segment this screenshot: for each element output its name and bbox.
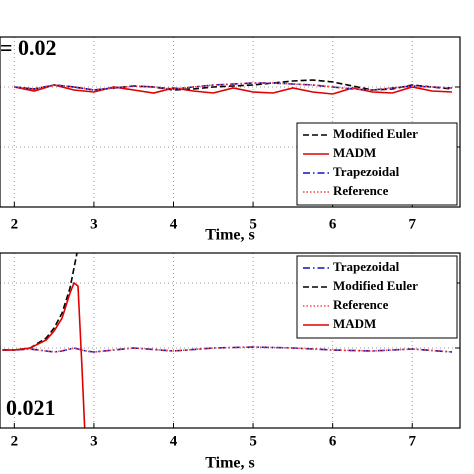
- annotation: = 0.02: [0, 35, 57, 60]
- series-line: [14, 82, 453, 91]
- x-axis-label: Time, s: [205, 455, 254, 472]
- legend-label: MADM: [333, 145, 376, 160]
- x-tick-label: 3: [90, 216, 98, 232]
- series-line: [2, 346, 453, 353]
- legend-box: [296, 122, 458, 206]
- legend-label: Modified Euler: [333, 278, 418, 293]
- series-group: [14, 79, 453, 95]
- legend-label: MADM: [333, 316, 376, 331]
- x-tick-label: 2: [11, 216, 19, 232]
- x-tick-label: 2: [11, 433, 19, 449]
- series-line: [2, 253, 78, 351]
- x-tick-label: 7: [408, 216, 416, 232]
- legend-label: Reference: [333, 183, 389, 198]
- x-tick-label: 3: [90, 433, 98, 449]
- axes-frame: [0, 36, 461, 208]
- x-tick-label: 4: [170, 433, 178, 449]
- series-line: [2, 281, 86, 428]
- legend-label: Trapezoidal: [333, 164, 400, 179]
- x-axis-label: Time, s: [205, 227, 254, 244]
- x-tick-label: 5: [249, 433, 257, 449]
- series-line: [14, 84, 453, 95]
- annotation: 0.021: [6, 395, 56, 420]
- legend-label: Trapezoidal: [333, 259, 400, 274]
- axes-frame: [0, 252, 461, 429]
- x-tick-label: 5: [249, 216, 257, 232]
- series-group: [2, 253, 453, 428]
- legend-label: Modified Euler: [333, 126, 418, 141]
- legend-label: Reference: [333, 297, 389, 312]
- x-tick-label: 6: [329, 216, 337, 232]
- x-tick-label: 6: [329, 433, 337, 449]
- x-tick-label: 7: [408, 433, 416, 449]
- x-tick-label: 4: [170, 216, 178, 232]
